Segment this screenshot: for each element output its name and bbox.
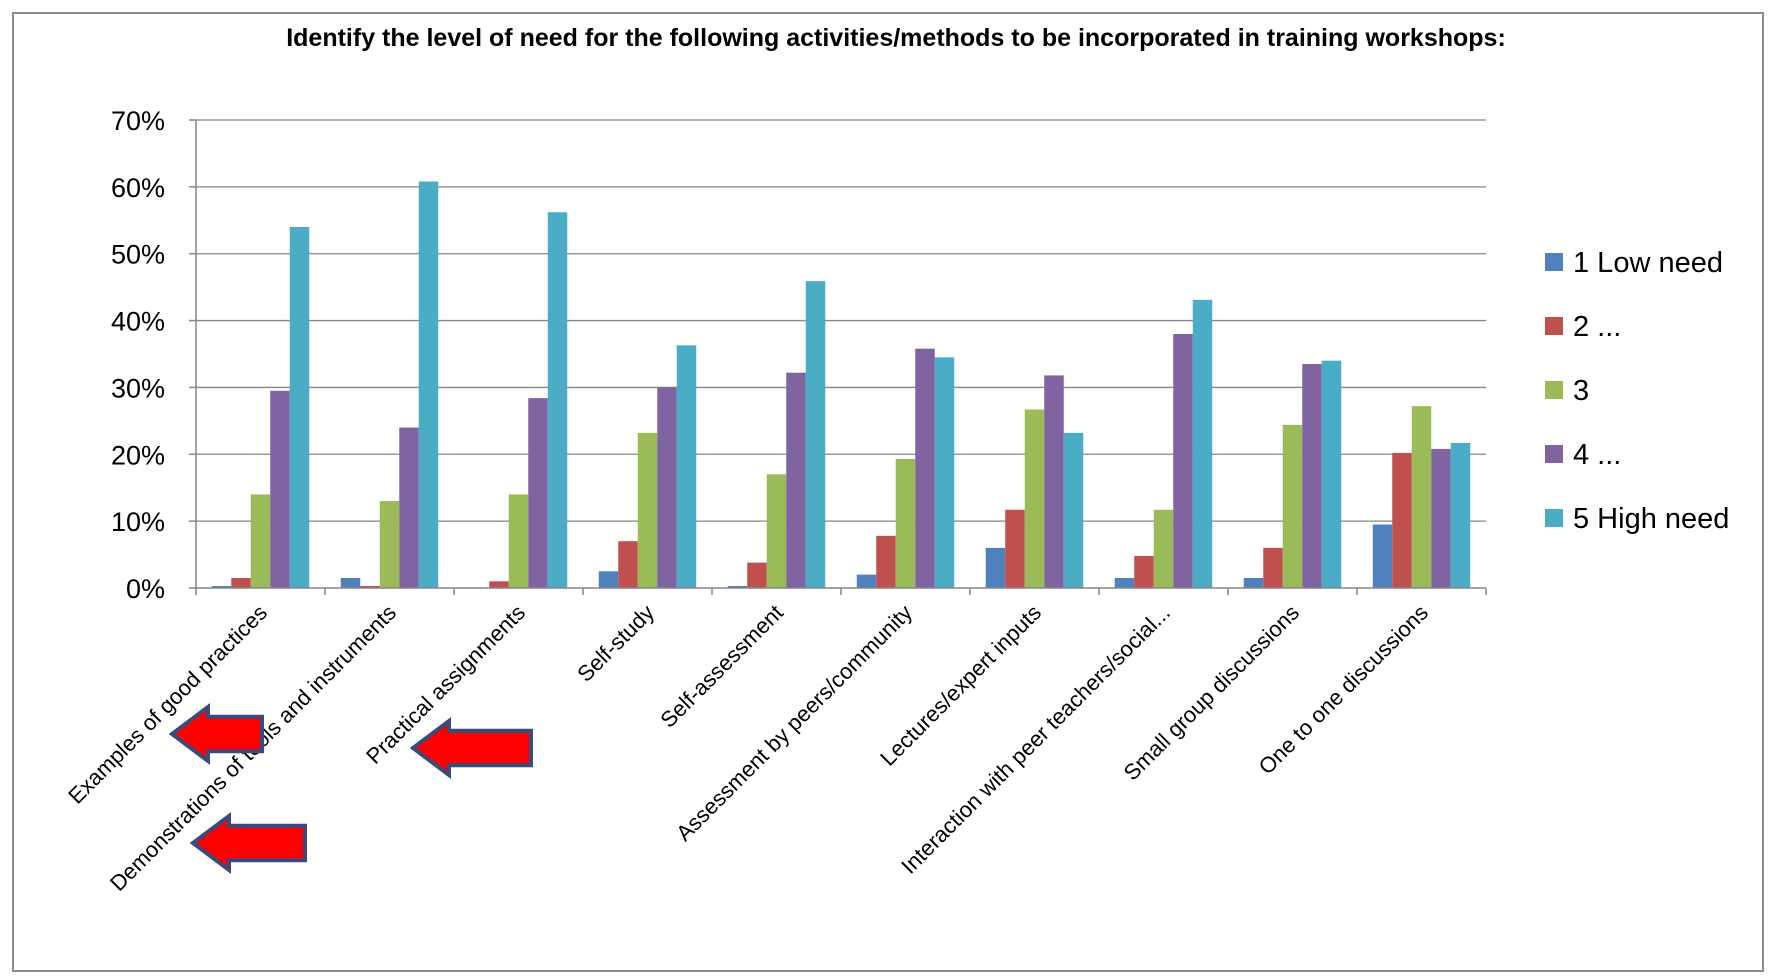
bar — [1044, 375, 1064, 588]
legend-label: 5 High need — [1573, 503, 1729, 535]
legend-swatch — [1545, 509, 1563, 527]
bar — [489, 581, 509, 588]
bar — [250, 494, 271, 588]
chart-title: Identify the level of need for the follo… — [286, 24, 1506, 52]
y-tick-label: 20% — [111, 440, 165, 470]
y-tick-label: 60% — [111, 173, 165, 203]
bar — [528, 398, 548, 588]
y-axis-ticks: 0% 10% 20% 30% 40% 50% 60% 70% — [111, 106, 165, 604]
annotation-arrows — [168, 703, 533, 874]
legend-label: 2 ... — [1573, 311, 1621, 343]
bar — [727, 585, 748, 588]
bar — [598, 571, 619, 588]
legend-swatch — [1545, 253, 1563, 271]
bar — [805, 281, 826, 588]
bars — [211, 181, 1471, 588]
red-arrow-icon — [409, 717, 533, 779]
bar — [786, 372, 806, 588]
bar — [895, 458, 916, 588]
bar — [289, 226, 310, 588]
bar — [1024, 409, 1045, 588]
x-category-label: Assessment by peers/community — [671, 600, 917, 846]
bar — [637, 432, 658, 588]
bar — [934, 357, 955, 588]
bar — [1243, 577, 1264, 588]
y-tick-label: 70% — [111, 106, 165, 136]
x-category-label: Self-study — [572, 600, 659, 687]
bar — [1005, 509, 1025, 588]
bar — [1302, 364, 1322, 588]
bar — [1134, 555, 1154, 588]
bar — [1372, 524, 1393, 588]
bar — [399, 427, 419, 588]
y-tick-label: 30% — [111, 373, 165, 403]
bar — [379, 501, 400, 588]
bar — [985, 547, 1006, 588]
x-category-label: Self-assessment — [655, 600, 788, 733]
x-category-label: Interaction with peer teachers/social... — [896, 600, 1175, 879]
bar — [1431, 448, 1451, 588]
bar — [231, 577, 251, 588]
bar — [915, 348, 935, 588]
legend-swatch — [1545, 381, 1563, 399]
bar — [876, 535, 896, 588]
bar — [418, 181, 439, 588]
bar — [1063, 432, 1084, 588]
y-tick-label: 10% — [111, 507, 165, 537]
bar — [508, 494, 529, 588]
bar — [270, 390, 290, 588]
bar — [766, 474, 787, 588]
bar — [747, 562, 767, 588]
bar — [1411, 406, 1432, 588]
axes — [189, 119, 1487, 595]
y-tick-label: 50% — [111, 240, 165, 270]
bar — [856, 574, 877, 588]
bar — [360, 585, 380, 588]
legend-swatch — [1545, 317, 1563, 335]
bar — [1173, 333, 1193, 588]
bar — [1392, 452, 1412, 588]
y-tick-label: 0% — [126, 574, 165, 604]
bar — [1321, 360, 1342, 588]
bar — [1114, 577, 1135, 588]
bar — [211, 585, 232, 588]
y-tick-label: 40% — [111, 307, 165, 337]
bar — [1450, 442, 1471, 588]
legend-swatch — [1545, 445, 1563, 463]
bar — [618, 541, 638, 588]
legend: 1 Low need 2 ... 3 4 ... 5 High need — [1545, 247, 1729, 535]
bar — [1192, 299, 1213, 588]
bar — [1153, 509, 1174, 588]
legend-label: 1 Low need — [1573, 247, 1723, 279]
bar — [340, 577, 361, 588]
red-arrow-icon — [189, 812, 307, 874]
bar — [547, 212, 568, 588]
bar — [1263, 547, 1283, 588]
legend-label: 3 — [1573, 375, 1589, 407]
bar — [1282, 424, 1303, 588]
red-arrow-icon — [168, 703, 264, 765]
legend-label: 4 ... — [1573, 439, 1621, 471]
bar — [657, 387, 677, 588]
bar — [676, 345, 697, 588]
